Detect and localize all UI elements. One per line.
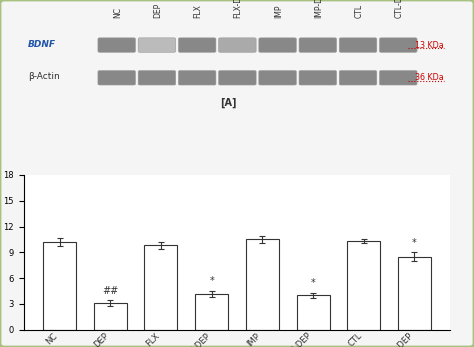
Text: IMP: IMP	[274, 4, 283, 18]
Bar	[297, 295, 329, 330]
FancyBboxPatch shape	[219, 70, 256, 85]
FancyBboxPatch shape	[138, 70, 176, 85]
FancyBboxPatch shape	[178, 38, 216, 52]
FancyBboxPatch shape	[380, 70, 417, 85]
FancyBboxPatch shape	[259, 70, 296, 85]
Text: BDNF: BDNF	[28, 40, 56, 49]
Bar	[246, 239, 279, 330]
FancyBboxPatch shape	[98, 70, 136, 85]
FancyBboxPatch shape	[299, 70, 337, 85]
Text: *: *	[310, 278, 315, 288]
Text: DEP: DEP	[153, 2, 162, 18]
FancyBboxPatch shape	[339, 38, 377, 52]
Bar	[347, 241, 380, 330]
Text: [A]: [A]	[220, 98, 237, 108]
Text: ##: ##	[102, 286, 118, 296]
Text: β-Actin: β-Actin	[28, 72, 60, 81]
Bar	[145, 245, 177, 330]
Bar	[195, 294, 228, 330]
Text: *: *	[210, 276, 214, 286]
FancyBboxPatch shape	[178, 70, 216, 85]
FancyBboxPatch shape	[339, 70, 377, 85]
Text: CTL-DEP: CTL-DEP	[395, 0, 403, 18]
FancyBboxPatch shape	[98, 38, 136, 52]
Text: NC: NC	[113, 7, 122, 18]
Text: *: *	[412, 238, 417, 248]
Bar	[43, 242, 76, 330]
FancyBboxPatch shape	[380, 38, 417, 52]
Text: CTL: CTL	[355, 3, 364, 18]
Text: IMP-DEP: IMP-DEP	[314, 0, 323, 18]
FancyBboxPatch shape	[299, 38, 337, 52]
FancyBboxPatch shape	[259, 38, 296, 52]
Text: 36 KDa: 36 KDa	[415, 73, 444, 82]
Text: 13 KDa: 13 KDa	[415, 41, 444, 50]
FancyBboxPatch shape	[219, 38, 256, 52]
Text: FLX: FLX	[193, 4, 202, 18]
FancyBboxPatch shape	[138, 38, 176, 52]
Bar	[398, 257, 431, 330]
Text: FLX-DEP: FLX-DEP	[234, 0, 243, 18]
Bar	[94, 303, 127, 330]
